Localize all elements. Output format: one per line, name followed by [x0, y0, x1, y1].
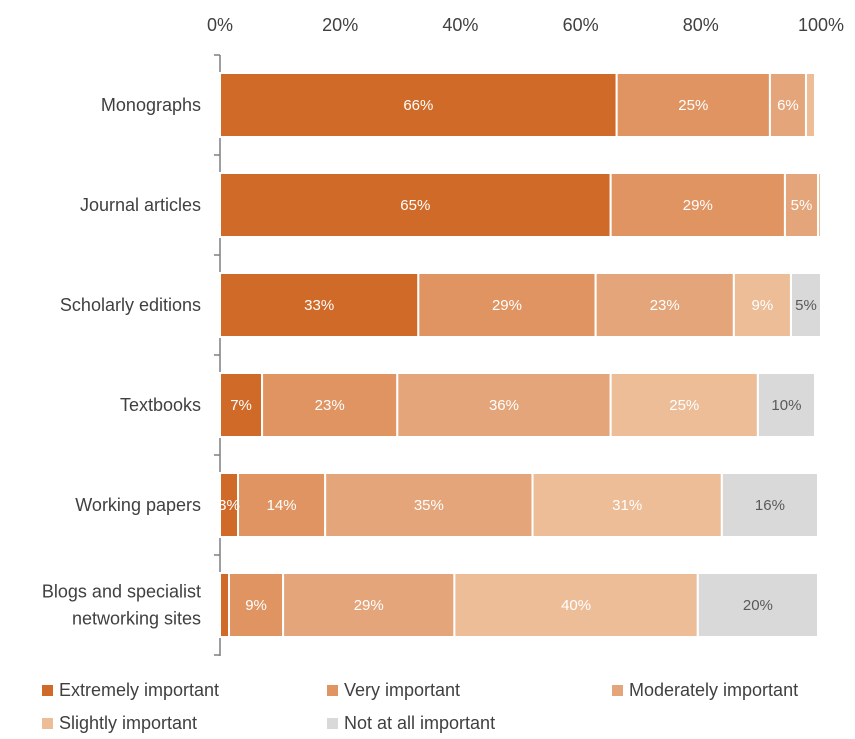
data-label: 9% — [245, 597, 267, 614]
data-label: 66% — [403, 97, 433, 114]
bar-segment-moderately-important — [282, 572, 456, 638]
bar-segment-extremely-important — [219, 572, 231, 638]
data-label: 6% — [777, 97, 799, 114]
data-label: 14% — [267, 497, 297, 514]
data-label: 36% — [489, 397, 519, 414]
x-tick-label: 40% — [442, 15, 478, 35]
category-label: Monographs — [101, 95, 201, 115]
data-label: 16% — [755, 497, 785, 514]
category-label: Blogs and specialist — [42, 582, 201, 602]
category-label: Textbooks — [120, 395, 201, 415]
data-label: 25% — [669, 397, 699, 414]
x-tick-label: 80% — [683, 15, 719, 35]
data-label: 29% — [492, 297, 522, 314]
x-axis: 0% 20% 40% 60% 80% 100% — [207, 15, 844, 656]
bar-segment-not-at-all-important — [696, 572, 819, 638]
data-label: 31% — [612, 497, 642, 514]
data-label: 35% — [414, 497, 444, 514]
legend-swatch-very-important — [327, 685, 338, 696]
bar-segment-very-important — [261, 372, 399, 438]
data-label: 3% — [218, 497, 240, 514]
data-label: 5% — [791, 197, 813, 214]
bar-segment-not-at-all-important — [720, 472, 819, 538]
data-label: 29% — [683, 197, 713, 214]
data-label: 23% — [650, 297, 680, 314]
bar-segment-not-at-all-important — [756, 372, 816, 438]
category-label: Journal articles — [80, 195, 201, 215]
data-label: 10% — [771, 397, 801, 414]
data-label: 33% — [304, 297, 334, 314]
bar-segment-slightly-important — [804, 72, 816, 138]
legend: Extremely important Very important Moderat… — [42, 680, 798, 733]
data-label: 23% — [315, 397, 345, 414]
legend-label: Slightly important — [59, 713, 197, 733]
legend-label: Extremely important — [59, 680, 219, 700]
legend-swatch-extremely-important — [42, 685, 53, 696]
x-tick-label: 20% — [322, 15, 358, 35]
category-label: networking sites — [72, 609, 201, 629]
legend-label: Very important — [344, 680, 460, 700]
category-label: Working papers — [75, 495, 201, 515]
data-label: 65% — [400, 197, 430, 214]
bar-segment-not-at-all-important — [789, 272, 823, 338]
category-label: Scholarly editions — [60, 295, 201, 315]
x-tick-label: 60% — [563, 15, 599, 35]
bar-segment-slightly-important — [816, 172, 822, 238]
legend-swatch-not-at-all-important — [327, 718, 338, 729]
data-label: 25% — [678, 97, 708, 114]
data-label: 5% — [795, 297, 817, 314]
bar-segment-very-important — [615, 72, 771, 138]
data-label: 9% — [752, 297, 774, 314]
bar-segment-moderately-important — [396, 372, 612, 438]
legend-label: Not at all important — [344, 713, 495, 733]
data-label: 7% — [230, 397, 252, 414]
bar-segment-extremely-important — [219, 172, 612, 238]
legend-swatch-moderately-important — [612, 685, 623, 696]
x-tick-label: 0% — [207, 15, 233, 35]
bar-segment-slightly-important — [531, 472, 723, 538]
legend-swatch-slightly-important — [42, 718, 53, 729]
bar-segment-slightly-important — [732, 272, 792, 338]
data-label: 40% — [561, 597, 591, 614]
data-labels: 66% 25% 6% 65% 29% 5% 33% 29% 23% 9% 5% 7% 23% 36% 25%… — [218, 97, 817, 614]
category-labels: Monographs Journal articles Scholarly edit… — [42, 95, 201, 629]
bar-segment-extremely-important — [219, 372, 264, 438]
bar-segment-very-important — [417, 272, 597, 338]
bar-segment-slightly-important — [453, 572, 699, 638]
bar-segment-slightly-important — [609, 372, 759, 438]
x-tick-label: 100% — [798, 15, 844, 35]
data-label: 20% — [743, 597, 773, 614]
data-label: 29% — [354, 597, 384, 614]
bar-segment-very-important — [228, 572, 285, 638]
legend-label: Moderately important — [629, 680, 798, 700]
bar-segment-very-important — [237, 472, 327, 538]
bar-segments — [219, 72, 823, 638]
